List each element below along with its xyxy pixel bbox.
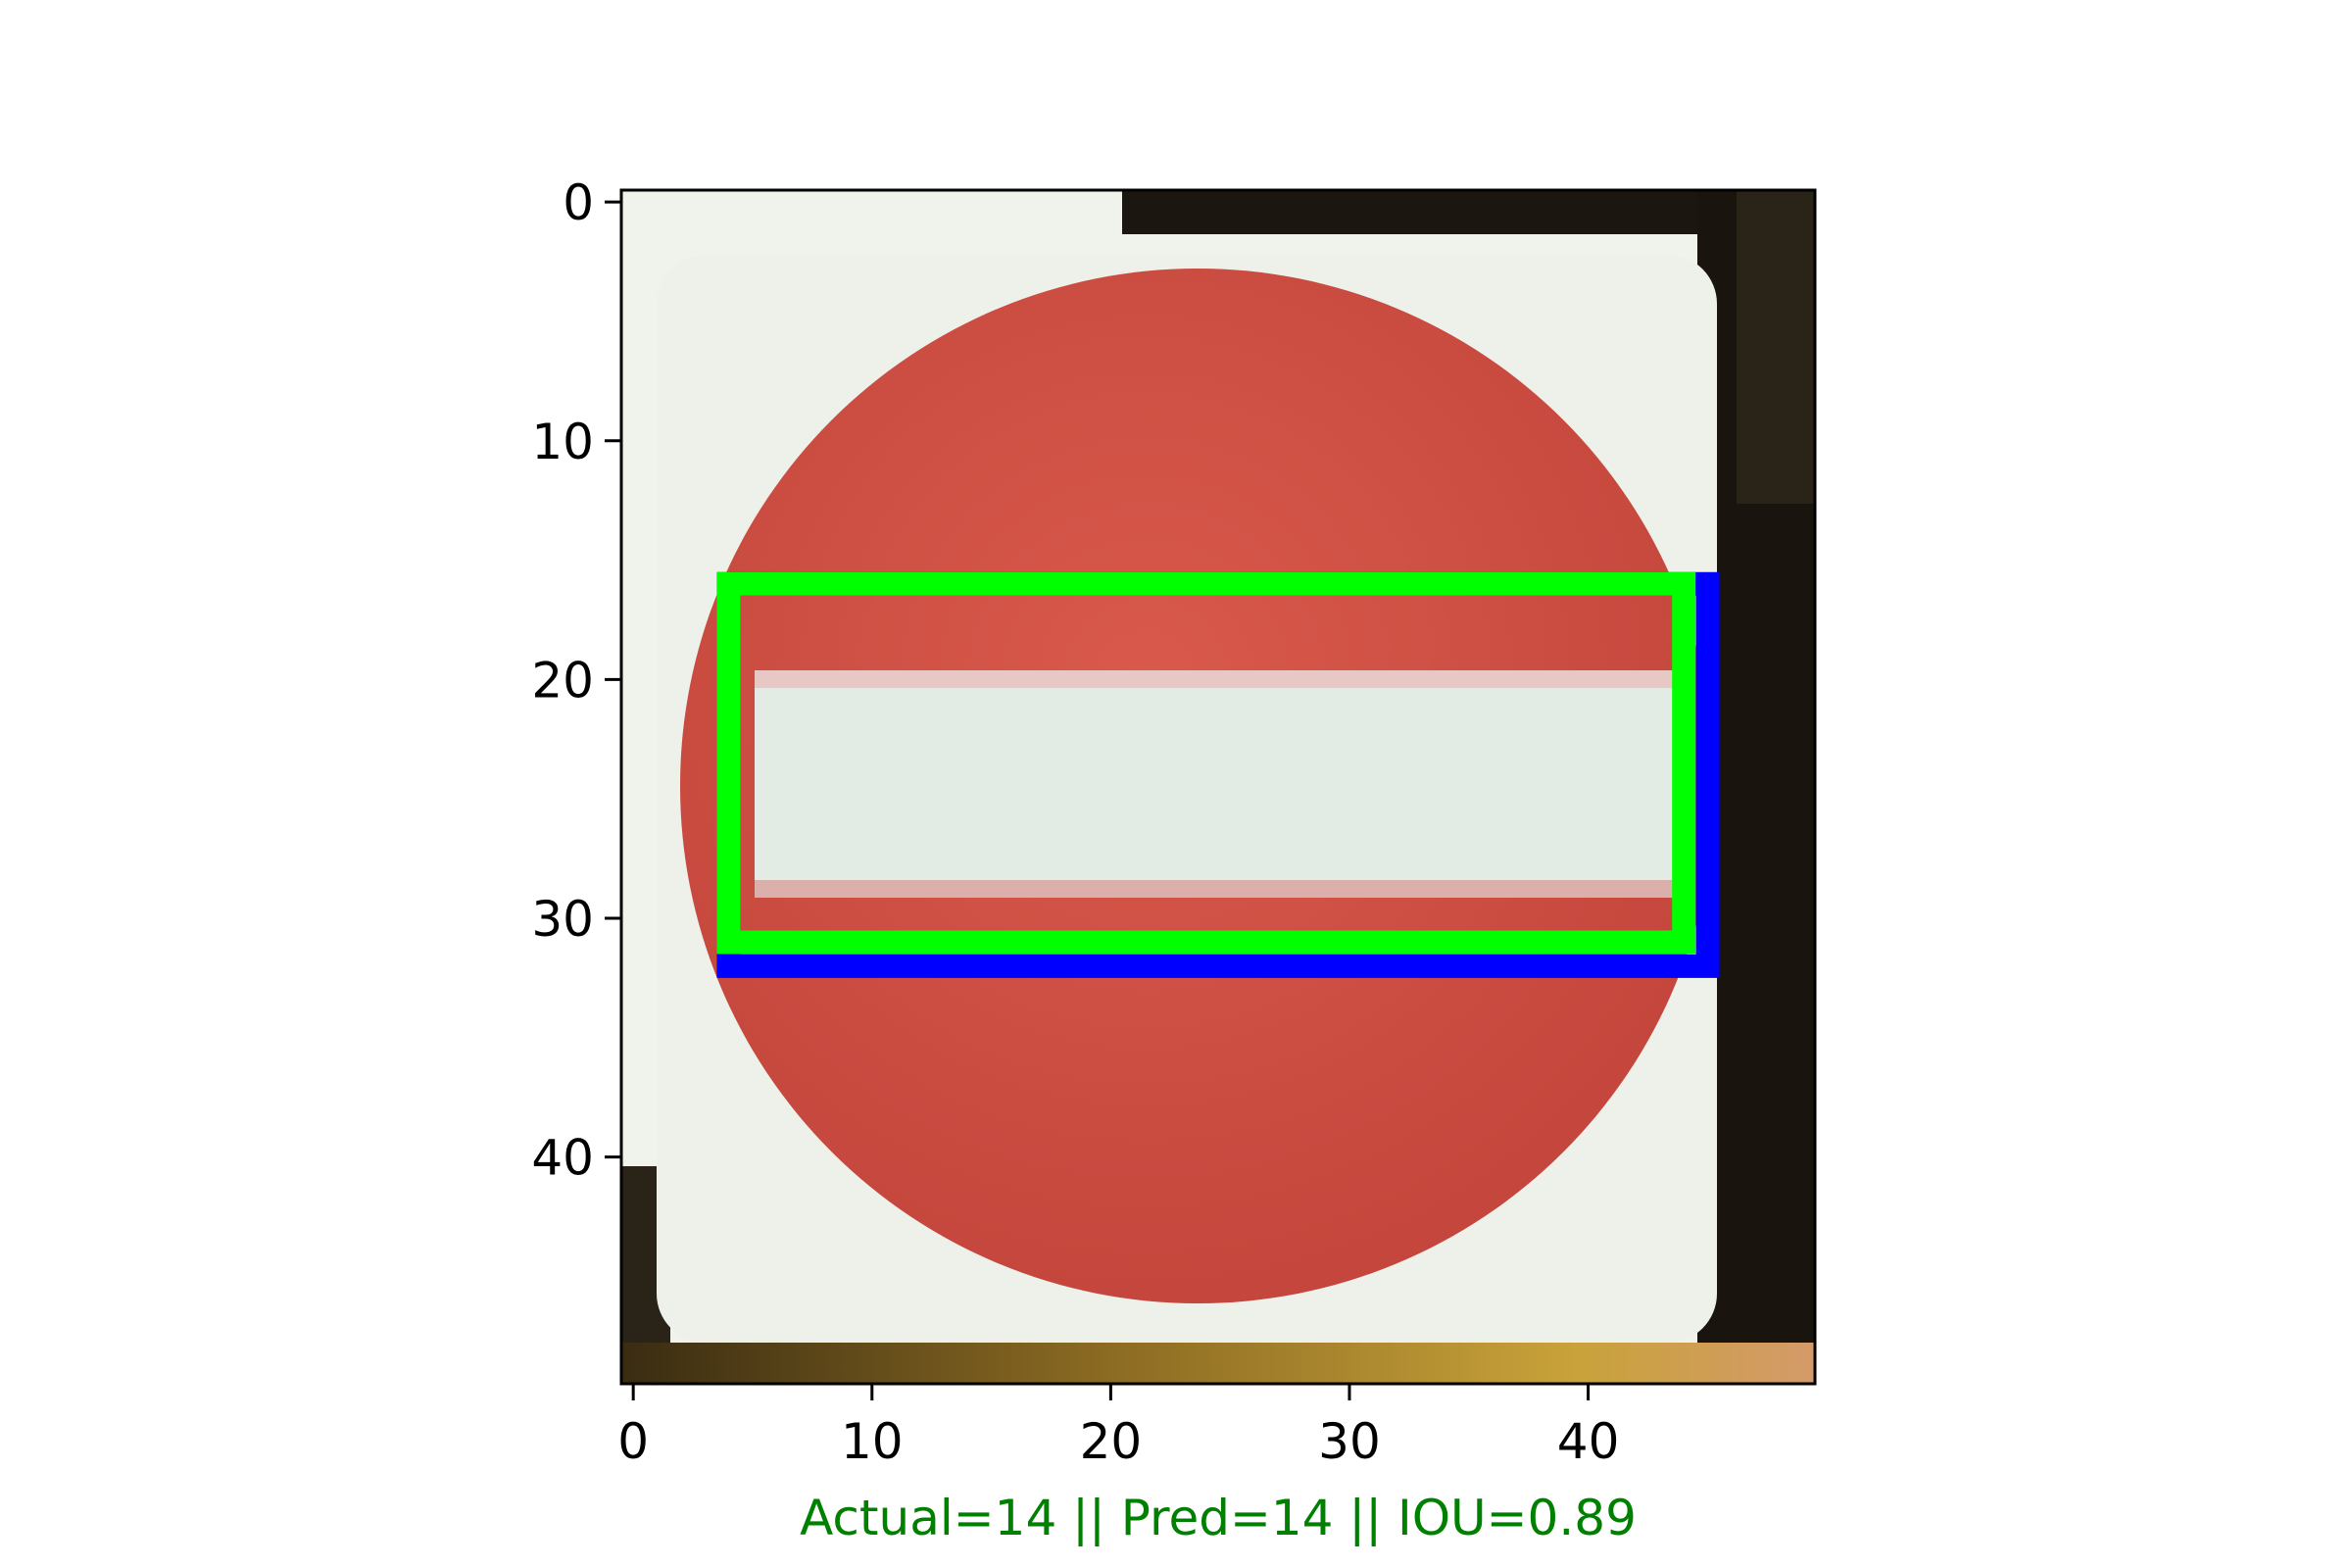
predicted-bounding-box — [716, 571, 1696, 955]
white-bar — [755, 686, 1676, 882]
x-tick-label: 30 — [1318, 1413, 1381, 1470]
x-tick-label: 20 — [1080, 1413, 1143, 1470]
y-tick-label: 20 — [531, 652, 594, 709]
sign-photo — [621, 190, 1815, 1384]
caption: Actual=14 || Pred=14 || IOU=0.89 — [800, 1490, 1637, 1546]
dark-edge-right-highlight — [1737, 190, 1815, 504]
y-tick-label: 40 — [531, 1130, 594, 1187]
x-tick-label: 40 — [1557, 1413, 1620, 1470]
axes-frame — [619, 188, 1817, 1386]
x-tick-label: 0 — [617, 1413, 649, 1470]
white-bar-edge-bottom — [755, 880, 1676, 898]
y-tick-label: 30 — [531, 891, 594, 948]
y-tick-label: 10 — [531, 414, 594, 470]
gold-strip — [621, 1343, 1815, 1384]
white-bar-edge-top — [755, 670, 1676, 688]
y-axis: 0 10 20 30 40 — [531, 174, 621, 1187]
x-axis: 0 10 20 30 40 — [617, 1384, 1619, 1470]
bounding-boxes — [716, 571, 1720, 978]
y-tick-label: 0 — [563, 174, 594, 231]
x-tick-label: 10 — [841, 1413, 904, 1470]
